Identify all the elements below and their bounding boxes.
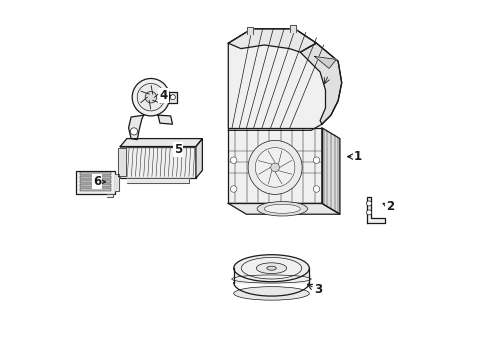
Polygon shape [321,128,339,214]
Polygon shape [228,203,339,214]
Circle shape [313,157,319,163]
Bar [80,172,111,175]
Bar [80,176,111,179]
Polygon shape [289,25,295,32]
Polygon shape [128,115,143,140]
Circle shape [366,201,371,206]
Polygon shape [233,268,309,283]
Polygon shape [228,29,316,52]
Circle shape [230,157,237,163]
Ellipse shape [264,204,300,213]
Text: 4: 4 [159,89,167,102]
Bar [80,188,111,191]
Circle shape [230,186,237,192]
Circle shape [313,186,319,192]
Text: 1: 1 [353,150,361,163]
Ellipse shape [233,287,309,300]
Circle shape [255,148,294,187]
Polygon shape [366,197,384,223]
Circle shape [170,95,175,100]
Ellipse shape [233,255,309,282]
Polygon shape [120,139,202,147]
Ellipse shape [266,266,276,270]
Circle shape [132,78,169,116]
Polygon shape [118,148,125,176]
Polygon shape [314,57,336,68]
Polygon shape [300,43,341,124]
Circle shape [247,140,302,194]
Polygon shape [168,92,177,103]
Bar [80,184,111,187]
Text: 6: 6 [93,175,101,188]
Polygon shape [107,194,113,197]
Polygon shape [158,115,172,124]
Text: 5: 5 [173,143,182,156]
Circle shape [145,91,156,103]
Ellipse shape [257,202,307,216]
Polygon shape [228,29,341,130]
Ellipse shape [256,263,286,274]
Circle shape [270,163,279,172]
Polygon shape [115,174,119,191]
Polygon shape [247,27,253,34]
Polygon shape [127,178,188,183]
Text: 2: 2 [386,201,393,213]
Circle shape [130,128,137,135]
Bar [80,180,111,183]
Circle shape [366,210,371,215]
Polygon shape [228,128,321,203]
Polygon shape [196,139,202,178]
Ellipse shape [241,257,301,279]
Bar [120,147,196,178]
Bar [76,171,115,194]
Text: 3: 3 [314,283,322,296]
Circle shape [137,84,164,111]
